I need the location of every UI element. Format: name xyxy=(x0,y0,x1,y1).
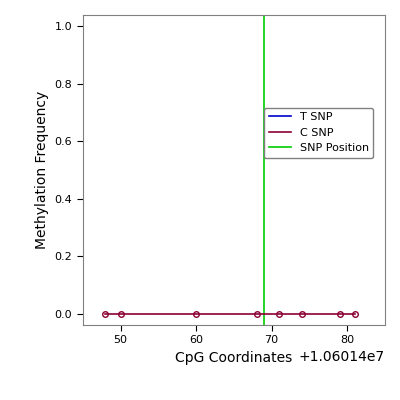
Legend: T SNP, C SNP, SNP Position: T SNP, C SNP, SNP Position xyxy=(264,108,373,158)
X-axis label: CpG Coordinates: CpG Coordinates xyxy=(175,351,292,365)
Y-axis label: Methylation Frequency: Methylation Frequency xyxy=(35,91,49,249)
